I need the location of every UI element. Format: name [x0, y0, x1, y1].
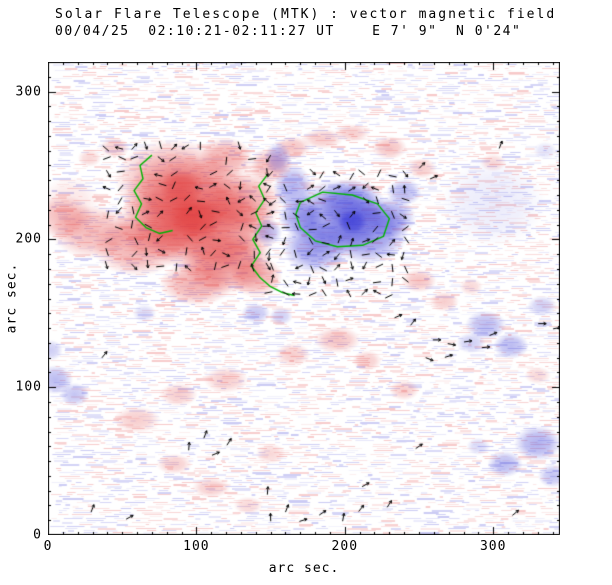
magnetogram-canvas — [48, 62, 560, 535]
x-tick-label: 100 — [183, 539, 210, 554]
y-tick-label: 0 — [33, 527, 42, 543]
y-axis-label: arc sec. — [4, 262, 20, 334]
x-axis-label: arc sec. — [268, 561, 340, 576]
y-tick-label: 100 — [15, 379, 42, 395]
x-tick-label: 300 — [479, 539, 507, 554]
x-tick-label: 200 — [331, 539, 359, 554]
plot-area — [48, 62, 560, 535]
x-tick-label: 0 — [43, 539, 53, 554]
y-tick-label: 300 — [15, 84, 42, 100]
chart-subtitle: 00/04/25 02:10:21-02:11:27 UT E 7' 9" N … — [55, 24, 522, 39]
chart-title: Solar Flare Telescope (MTK) : vector mag… — [55, 7, 557, 22]
y-tick-label: 200 — [15, 231, 42, 247]
